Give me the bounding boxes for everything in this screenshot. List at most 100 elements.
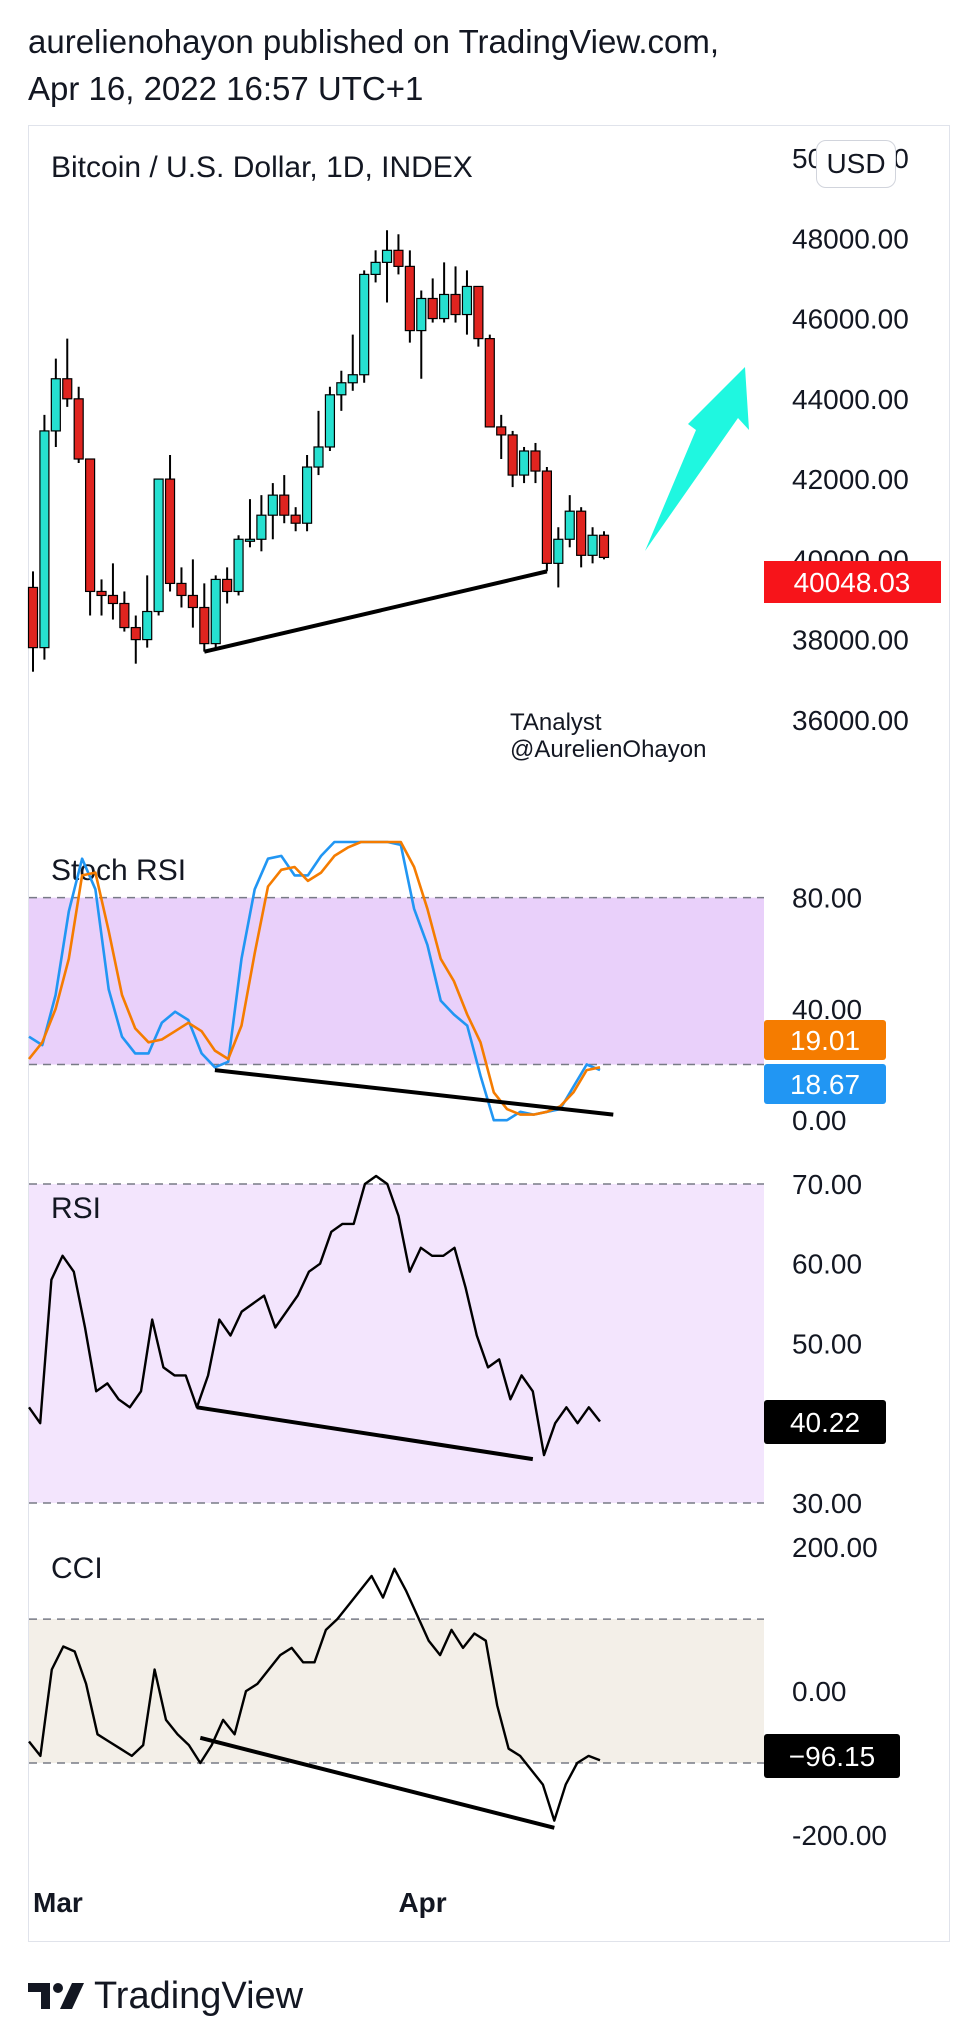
candle-body [39, 430, 50, 649]
candle-body [518, 450, 530, 476]
cci-title: CCI [51, 1552, 103, 1585]
candle-body [222, 578, 233, 593]
candle-body [439, 293, 450, 320]
candle-body [62, 378, 73, 400]
candle-body [347, 374, 358, 384]
candle-body [484, 338, 495, 428]
candle-body [279, 494, 290, 516]
currency-button[interactable]: USD [816, 140, 896, 188]
up-arrow-icon [645, 367, 749, 551]
candle-body [564, 510, 575, 540]
candle-body [427, 297, 438, 320]
candle-body [587, 534, 598, 556]
cci-divergence-line [199, 1735, 555, 1830]
last-price-label-box [764, 561, 941, 603]
stoch-rsi-axis-tick: 40.00 [792, 994, 862, 1025]
rsi-axis-tick: 60.00 [792, 1249, 862, 1280]
stoch-rsi-band [29, 897, 764, 1065]
stoch-k-label: 18.67 [790, 1069, 860, 1100]
stoch-k-line [28, 840, 601, 1122]
footer: TradingView [28, 1970, 303, 2022]
candle-body [473, 285, 484, 340]
candle-body [553, 538, 564, 564]
candle-body [507, 434, 518, 476]
rsi-axis-tick: 50.00 [792, 1328, 862, 1359]
candle-body [313, 446, 324, 468]
publish-date: Apr 16, 2022 16:57 UTC+1 [28, 70, 424, 107]
candle-body [381, 249, 393, 263]
candle-body [541, 470, 553, 564]
candle-body [187, 594, 198, 609]
candle-body [153, 478, 164, 613]
stoch-d-line [27, 840, 601, 1116]
price-axis-tick: 48000.00 [792, 223, 909, 254]
rsi-line [28, 1174, 601, 1457]
cci-axis-tick: 0.00 [792, 1676, 847, 1707]
cci-label: −96.15 [789, 1741, 875, 1772]
watermark-line-2: @AurelienOhayon [510, 736, 706, 763]
candle-body [210, 578, 221, 645]
candle-body [176, 582, 187, 597]
price-divergence-line [203, 569, 548, 654]
cci-axis-tick: -200.00 [792, 1820, 887, 1851]
price-axis-tick: 42000.00 [792, 464, 909, 495]
candle-body [233, 538, 244, 593]
candle-body [96, 590, 107, 597]
candle-body [324, 394, 336, 448]
stoch-rsi-axis-tick: 0.00 [792, 1105, 847, 1136]
candle-body [530, 450, 541, 472]
candle-body [199, 606, 210, 645]
rsi-axis-tick: 30.00 [792, 1488, 862, 1519]
candle-body [336, 382, 347, 396]
candle-body [50, 378, 61, 432]
candle-body [576, 510, 587, 556]
candle-body [416, 297, 427, 332]
price-axis-tick: 46000.00 [792, 304, 909, 335]
candle-body [142, 610, 153, 641]
candle-body [598, 534, 610, 559]
candle-body [290, 514, 301, 524]
time-axis-tick: Mar [33, 1887, 83, 1918]
candle-body [450, 293, 461, 316]
candle-body [496, 426, 507, 436]
price-axis-tick: 44000.00 [792, 384, 909, 415]
candle-body [130, 626, 141, 641]
candle-body [370, 261, 381, 276]
rsi-title: RSI [51, 1192, 101, 1225]
stoch-divergence-line [214, 1068, 614, 1117]
rsi-band [29, 1183, 764, 1503]
stoch-k-label-box [764, 1064, 886, 1104]
rsi-label: 40.22 [790, 1407, 860, 1438]
stoch-rsi-axis-tick: 80.00 [792, 883, 862, 914]
candle-body [256, 514, 267, 540]
price-chart-title: Bitcoin / U.S. Dollar, 1D, INDEX [51, 151, 473, 184]
rsi-axis-tick: 70.00 [792, 1169, 862, 1200]
stoch-d-label-box [764, 1020, 886, 1060]
candle-body [244, 538, 256, 542]
candle-body [73, 398, 84, 460]
candle-body [107, 594, 119, 605]
candle-body [393, 249, 404, 267]
publisher-line: aurelienohayon published on TradingView.… [28, 23, 720, 60]
candle-body [301, 466, 313, 524]
watermark-line-1: TAnalyst [510, 709, 602, 736]
footer-brand[interactable]: TradingView [94, 1974, 304, 2017]
rsi-label-box [764, 1400, 886, 1444]
time-axis-tick: Apr [398, 1887, 446, 1918]
stoch-d-label: 19.01 [790, 1025, 860, 1056]
candle-body [359, 273, 370, 376]
price-axis-tick: 36000.00 [792, 705, 909, 736]
candle-body [267, 494, 278, 516]
candle-body [84, 458, 96, 593]
cci-line [28, 1567, 601, 1822]
cci-label-box [764, 1734, 900, 1778]
price-axis-tick: 38000.00 [792, 625, 909, 656]
tradingview-logo-icon[interactable] [28, 1981, 84, 2011]
candle-body [119, 602, 130, 629]
candle-body [461, 285, 473, 316]
rsi-divergence-line [196, 1405, 534, 1462]
last-price-label: 40048.03 [794, 567, 911, 598]
cci-band [29, 1619, 764, 1764]
cci-axis-tick: 200.00 [792, 1532, 878, 1563]
